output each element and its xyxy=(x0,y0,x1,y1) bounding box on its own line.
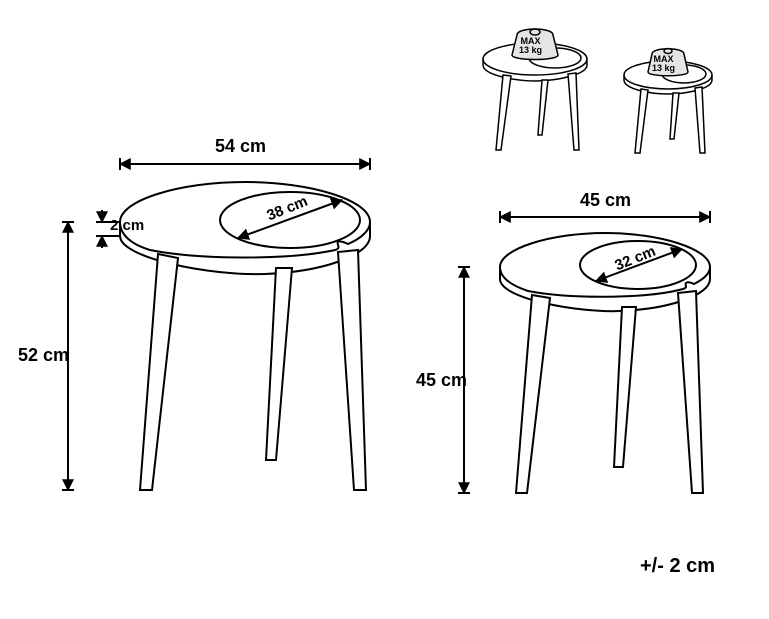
thumbnail-large: MAX 13 kg xyxy=(470,25,600,155)
tolerance-label: +/- 2 cm xyxy=(640,555,715,578)
large-width-label: 54 cm xyxy=(215,136,266,157)
large-table-diagram xyxy=(40,150,400,520)
large-height-label: 52 cm xyxy=(18,345,69,366)
small-height-label: 45 cm xyxy=(416,370,467,391)
badge-weight-label: 13 kg xyxy=(519,46,542,55)
small-table-diagram xyxy=(420,205,730,515)
thumbnail-small: MAX 13 kg xyxy=(610,45,725,160)
small-width-label: 45 cm xyxy=(580,190,631,211)
badge-weight-label-2: 13 kg xyxy=(652,64,675,73)
large-thickness-label: 2 cm xyxy=(110,217,144,234)
